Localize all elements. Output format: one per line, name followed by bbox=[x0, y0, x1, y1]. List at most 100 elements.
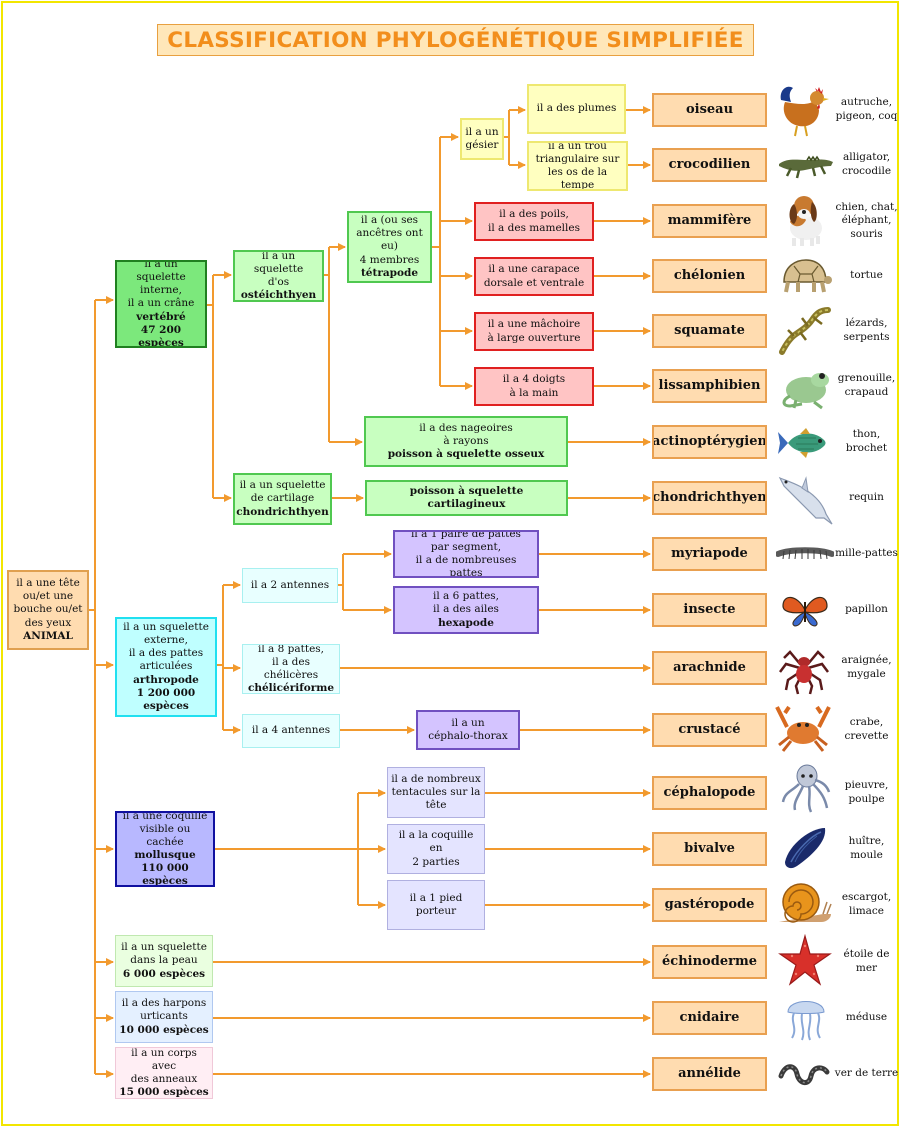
node-text: ou/et une bbox=[22, 590, 74, 603]
examples-gasteropode: escargot, limace bbox=[835, 888, 898, 922]
node-text: il a un trou bbox=[548, 141, 607, 152]
node-coquille-2-parties: il a la coquille en 2 parties bbox=[387, 824, 485, 874]
node-name: hexapode bbox=[438, 616, 494, 629]
mussel-icon bbox=[785, 828, 826, 869]
node-count: 10 000 espèces bbox=[119, 1023, 209, 1036]
node-2-antennes: il a 2 antennes bbox=[242, 568, 338, 603]
jellyfish-icon bbox=[787, 1001, 825, 1041]
leaf-label: crocodilien bbox=[668, 156, 751, 172]
node-pied-porteur: il a 1 pied porteur bbox=[387, 880, 485, 930]
node-text: il a un squelette bbox=[239, 479, 326, 492]
node-text: il a une carapace bbox=[488, 263, 580, 276]
shark-icon bbox=[778, 476, 833, 525]
node-name: poisson à squelette osseux bbox=[387, 448, 545, 461]
node-name: mollusque bbox=[134, 849, 196, 861]
node-plumes: il a des plumes bbox=[527, 84, 626, 134]
node-machoire: il a une mâchoire à large ouverture bbox=[474, 312, 594, 351]
node-text: il a 8 pattes, bbox=[257, 644, 325, 655]
node-name: chondrichthyen bbox=[236, 505, 329, 518]
example-text: brochet bbox=[845, 442, 888, 454]
leaf-label: mammifère bbox=[667, 212, 752, 228]
node-poils: il a des poils, il a des mamelles bbox=[474, 202, 594, 241]
leaf-mammifere: mammifère bbox=[652, 204, 767, 238]
node-name: tétrapode bbox=[360, 266, 419, 279]
leaf-actinopterygien: actinoptérygien bbox=[652, 425, 767, 459]
page-title: CLASSIFICATION PHYLOGÉNÉTIQUE SIMPLIFIÉE bbox=[157, 24, 754, 56]
leaf-label: bivalve bbox=[684, 840, 735, 856]
leaf-label: chondrichthyen bbox=[652, 489, 767, 505]
examples-oiseau: autruche, pigeon, coq bbox=[835, 93, 898, 127]
node-text: les os de la tempe bbox=[547, 166, 608, 191]
node-name: arthropode bbox=[133, 673, 199, 686]
leaf-lissamphibien: lissamphibien bbox=[652, 369, 767, 403]
node-text: il a un bbox=[465, 125, 499, 138]
node-text: il a 4 antennes bbox=[251, 724, 331, 737]
node-text: il a un crâne bbox=[127, 297, 195, 310]
node-text: gésier bbox=[465, 139, 499, 151]
example-text: serpents bbox=[843, 331, 890, 343]
examples-lissamphibien: grenouille, crapaud bbox=[835, 369, 898, 403]
node-mollusque: il a une coquille visible ou cachée moll… bbox=[115, 811, 215, 887]
fish-icon bbox=[778, 428, 826, 458]
example-text: ver de terre bbox=[834, 1067, 899, 1080]
node-text: il a 2 antennes bbox=[250, 578, 330, 591]
node-text: bouche ou/et bbox=[13, 603, 83, 616]
crocodile-icon bbox=[779, 155, 833, 179]
example-text: pieuvre, bbox=[844, 779, 889, 792]
node-text: il a des ailes bbox=[433, 603, 499, 616]
leaf-label: gastéropode bbox=[664, 896, 755, 912]
node-text: tête bbox=[425, 799, 447, 812]
node-name: poisson à squelette cartilagineux bbox=[409, 484, 524, 510]
examples-crocodilien: alligator, crocodile bbox=[835, 148, 898, 182]
leaf-annelide: annélide bbox=[652, 1057, 767, 1091]
example-text: moule bbox=[850, 849, 883, 861]
node-text: il a 1 pied porteur bbox=[409, 891, 463, 917]
leaf-crocodilien: crocodilien bbox=[652, 148, 767, 182]
leaf-label: arachnide bbox=[673, 659, 746, 675]
node-osteichthyen: il a un squelette d'os ostéichthyen bbox=[233, 250, 324, 302]
node-count: 6 000 espèces bbox=[122, 967, 206, 980]
example-text: alligator, bbox=[842, 151, 891, 164]
example-text: requin bbox=[849, 491, 884, 504]
example-text: méduse bbox=[845, 1011, 888, 1024]
example-text: mygale bbox=[847, 668, 886, 680]
leaf-label: chélonien bbox=[673, 267, 746, 283]
node-tentacules: il a de nombreux tentacules sur la tête bbox=[387, 767, 485, 818]
worm-icon bbox=[778, 1064, 830, 1085]
node-text: il a des harpons bbox=[121, 997, 207, 1010]
node-nageoires: il a des nageoires à rayons poisson à sq… bbox=[364, 416, 568, 467]
node-text: triangulaire sur bbox=[535, 152, 620, 165]
node-text: il a des mamelles bbox=[487, 221, 581, 234]
spider-icon bbox=[779, 650, 829, 695]
node-text: il a des pattes bbox=[128, 647, 204, 660]
node-text: il a 1 paire de pattes bbox=[411, 530, 521, 540]
leaf-cephalopode: céphalopode bbox=[652, 776, 767, 810]
node-text: il a une coquille bbox=[122, 811, 208, 822]
leaf-label: céphalopode bbox=[663, 784, 756, 800]
leaf-label: échinoderme bbox=[662, 953, 757, 969]
node-trou-tempe: il a un trou triangulaire sur les os de … bbox=[527, 141, 628, 191]
node-text: dans la peau bbox=[130, 954, 198, 967]
node-text: il a 6 pattes, bbox=[432, 590, 500, 603]
node-name: vertébré bbox=[136, 310, 186, 323]
example-text: crevette bbox=[844, 730, 889, 742]
node-chondrichthyen-group: il a un squelette de cartilage chondrich… bbox=[233, 473, 332, 525]
node-text: de cartilage bbox=[250, 492, 315, 505]
node-text: il a un squelette bbox=[253, 250, 304, 275]
leaf-label: lissamphibien bbox=[658, 377, 761, 393]
node-cnidaire-group: il a des harpons urticants 10 000 espèce… bbox=[115, 991, 213, 1043]
example-text: mer bbox=[855, 962, 878, 974]
leaf-label: cnidaire bbox=[679, 1009, 740, 1025]
lizard-icon bbox=[779, 307, 831, 355]
node-text: articulées bbox=[139, 660, 193, 673]
node-annelide-group: il a un corps avec des anneaux 15 000 es… bbox=[115, 1047, 213, 1099]
node-text: dorsale et ventrale bbox=[483, 276, 585, 289]
node-text: à la main bbox=[509, 386, 559, 399]
example-text: éléphant, bbox=[841, 214, 892, 227]
node-text: céphalo-thorax bbox=[428, 730, 508, 742]
example-text: poulpe bbox=[848, 793, 885, 805]
crab-icon bbox=[775, 705, 831, 752]
dog-icon bbox=[789, 196, 822, 246]
examples-squamate: lézards, serpents bbox=[835, 314, 898, 348]
